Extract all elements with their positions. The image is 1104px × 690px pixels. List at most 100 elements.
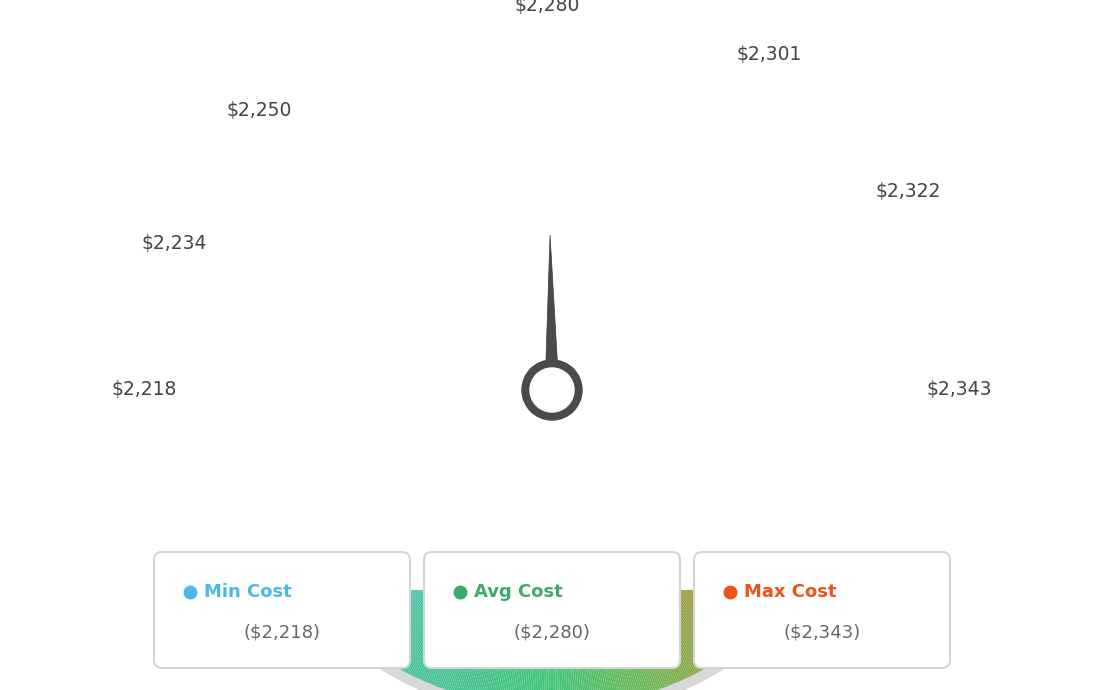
Wedge shape: [622, 561, 673, 687]
Wedge shape: [384, 547, 456, 663]
Polygon shape: [545, 235, 559, 410]
Wedge shape: [694, 507, 799, 594]
Wedge shape: [732, 431, 863, 464]
Wedge shape: [673, 529, 764, 631]
Wedge shape: [646, 549, 716, 665]
Wedge shape: [326, 521, 422, 618]
Wedge shape: [625, 560, 679, 684]
Wedge shape: [347, 532, 434, 637]
Wedge shape: [561, 575, 570, 690]
Wedge shape: [288, 495, 401, 573]
Wedge shape: [735, 417, 869, 438]
Wedge shape: [582, 572, 606, 690]
Wedge shape: [269, 477, 390, 542]
Wedge shape: [733, 426, 866, 454]
Wedge shape: [414, 557, 474, 680]
Wedge shape: [668, 533, 754, 639]
Wedge shape: [344, 531, 433, 635]
Wedge shape: [667, 534, 753, 640]
Wedge shape: [670, 532, 757, 637]
Wedge shape: [358, 537, 440, 645]
Wedge shape: [574, 573, 592, 690]
Wedge shape: [232, 393, 367, 398]
Wedge shape: [234, 411, 369, 428]
Wedge shape: [238, 426, 371, 454]
Wedge shape: [287, 494, 400, 571]
Wedge shape: [506, 573, 527, 690]
Wedge shape: [626, 560, 681, 684]
Wedge shape: [619, 562, 670, 688]
Wedge shape: [664, 537, 746, 645]
Wedge shape: [633, 556, 693, 678]
Wedge shape: [678, 525, 771, 624]
Wedge shape: [233, 402, 368, 412]
Wedge shape: [572, 574, 588, 690]
Wedge shape: [333, 525, 426, 624]
Wedge shape: [569, 574, 582, 690]
Wedge shape: [635, 555, 698, 676]
Wedge shape: [352, 535, 437, 642]
Wedge shape: [570, 574, 584, 690]
Wedge shape: [331, 524, 425, 623]
Wedge shape: [709, 487, 825, 560]
Wedge shape: [467, 569, 503, 690]
Wedge shape: [538, 575, 545, 690]
Wedge shape: [735, 415, 869, 436]
Wedge shape: [644, 551, 711, 669]
Wedge shape: [606, 566, 647, 690]
Wedge shape: [630, 557, 690, 680]
Wedge shape: [236, 420, 370, 444]
Wedge shape: [402, 553, 466, 673]
Wedge shape: [279, 487, 395, 560]
Wedge shape: [329, 522, 424, 620]
Wedge shape: [715, 476, 836, 541]
Wedge shape: [718, 472, 839, 533]
Wedge shape: [336, 526, 428, 627]
Wedge shape: [275, 482, 392, 551]
Wedge shape: [734, 420, 868, 444]
Wedge shape: [312, 513, 414, 603]
Wedge shape: [737, 393, 872, 398]
Wedge shape: [699, 502, 807, 584]
Wedge shape: [721, 464, 845, 521]
Wedge shape: [581, 573, 604, 690]
Wedge shape: [526, 574, 538, 690]
Wedge shape: [233, 404, 368, 416]
Wedge shape: [689, 514, 789, 606]
Text: ($2,343): ($2,343): [784, 623, 861, 641]
Wedge shape: [734, 421, 868, 446]
Wedge shape: [596, 569, 629, 690]
Wedge shape: [686, 518, 784, 612]
Wedge shape: [701, 499, 810, 580]
Wedge shape: [282, 489, 396, 563]
Wedge shape: [289, 496, 401, 575]
Wedge shape: [601, 569, 637, 690]
Wedge shape: [339, 528, 429, 630]
Wedge shape: [627, 559, 682, 683]
Wedge shape: [381, 546, 454, 661]
Wedge shape: [712, 482, 829, 551]
Wedge shape: [268, 476, 389, 541]
Wedge shape: [688, 515, 788, 608]
Wedge shape: [276, 483, 393, 553]
Wedge shape: [637, 554, 701, 674]
Wedge shape: [737, 391, 872, 394]
Wedge shape: [736, 408, 870, 424]
Wedge shape: [580, 573, 602, 690]
Wedge shape: [726, 449, 856, 495]
Wedge shape: [605, 567, 645, 690]
FancyBboxPatch shape: [424, 552, 680, 668]
Wedge shape: [319, 517, 418, 611]
Wedge shape: [532, 575, 542, 690]
Wedge shape: [277, 485, 394, 556]
Wedge shape: [671, 531, 760, 635]
Wedge shape: [736, 400, 871, 408]
Wedge shape: [613, 564, 658, 690]
Wedge shape: [513, 573, 531, 690]
Wedge shape: [559, 575, 566, 690]
Wedge shape: [468, 569, 505, 690]
Wedge shape: [573, 573, 591, 690]
Wedge shape: [406, 555, 469, 676]
Text: $2,343: $2,343: [927, 380, 992, 400]
Wedge shape: [315, 514, 415, 606]
